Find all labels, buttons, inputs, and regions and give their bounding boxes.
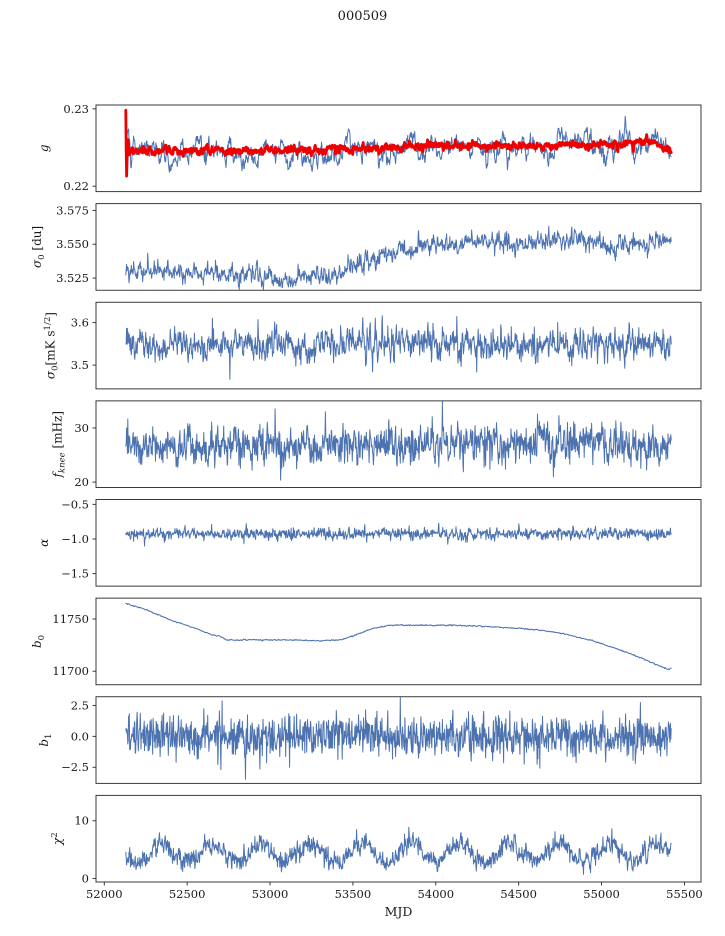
y-axis-label-fknee: fknee [mHz] (50, 411, 67, 478)
y-tick-label-b1: 0.0 (71, 729, 89, 743)
y-tick-label-sigma0-mks: 3.6 (71, 316, 89, 330)
series-g-smoothed (124, 108, 673, 178)
series-b0 (125, 602, 672, 671)
x-tick-label: 52500 (169, 887, 206, 901)
series-sigma0-du (125, 225, 672, 291)
panel-sigma0-mks-border (95, 301, 702, 390)
y-tick-label-b0: 11700 (52, 664, 89, 678)
panel-b0-border (95, 597, 702, 686)
y-tick-label-fknee: 30 (74, 421, 89, 435)
x-tick-label: 55500 (666, 887, 703, 901)
figure-title: 000509 (337, 9, 388, 24)
series-g-raw (125, 115, 672, 173)
x-tick-label: 52000 (86, 887, 123, 901)
y-tick-label-b0: 11750 (52, 612, 89, 626)
panel-fknee-border (95, 400, 702, 488)
x-tick-label: 53000 (252, 887, 289, 901)
x-axis-label: MJD (384, 904, 413, 919)
series-sigma0-mks (125, 315, 672, 380)
x-tick-label: 55000 (583, 887, 620, 901)
y-tick-label-sigma0-du: 3.525 (56, 271, 89, 285)
y-tick-label-chi2: 10 (74, 814, 89, 828)
panel-chi2-border (95, 794, 702, 883)
y-tick-label-alpha: −0.5 (61, 497, 89, 511)
y-axis-label-b0: b0 (30, 635, 47, 648)
series-fknee (125, 401, 672, 481)
y-axis-label-chi2: χ2 (50, 832, 65, 846)
y-axis-label-b1: b1 (37, 734, 54, 747)
y-tick-label-g: 0.22 (63, 179, 89, 193)
y-tick-label-fknee: 20 (74, 475, 89, 489)
y-tick-label-g: 0.23 (63, 102, 89, 116)
y-tick-label-b1: 2.5 (71, 698, 89, 712)
series-alpha (125, 522, 672, 547)
x-tick-label: 54500 (500, 887, 537, 901)
x-tick-label: 54000 (417, 887, 454, 901)
y-axis-label-g: g (37, 144, 51, 152)
panel-sigma0-du-border (95, 203, 702, 291)
y-tick-label-sigma0-mks: 3.5 (71, 358, 89, 372)
y-tick-label-alpha: −1.5 (61, 567, 89, 581)
series-b1 (125, 696, 672, 780)
panel-g-border (95, 104, 702, 193)
y-tick-label-alpha: −1.0 (61, 532, 89, 546)
y-axis-label-alpha: α (37, 539, 51, 547)
x-tick-label: 53500 (335, 887, 372, 901)
y-tick-label-chi2: 0 (82, 871, 89, 885)
series-chi2 (125, 826, 672, 875)
panel-b1-border (95, 696, 702, 784)
y-tick-label-b1: −2.5 (61, 760, 89, 774)
y-tick-label-sigma0-du: 3.575 (56, 203, 89, 217)
panel-alpha-border (95, 499, 702, 587)
y-tick-label-sigma0-du: 3.550 (56, 237, 89, 251)
y-axis-label-sigma0-mks: σ0[mK s1/2] (43, 312, 61, 379)
y-axis-label-sigma0-du: σ0 [du] (30, 226, 47, 268)
